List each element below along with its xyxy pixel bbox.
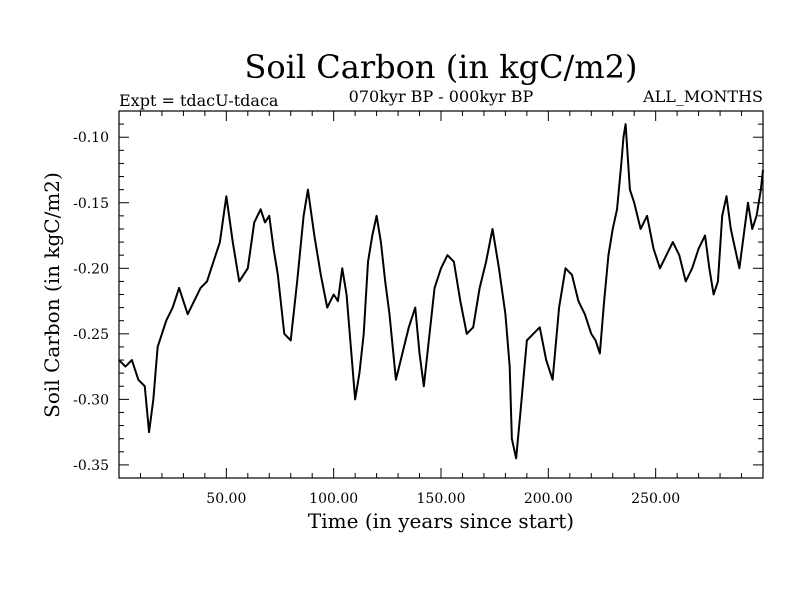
y-tick-label: -0.35 [73, 458, 109, 474]
x-tick-label: 250.00 [631, 491, 680, 507]
x-tick-label: 100.00 [309, 491, 358, 507]
x-axis-ticks: 50.00 100.00 150.00 200.00 250.00 [139, 111, 743, 507]
y-tick-label: -0.10 [73, 130, 109, 146]
y-tick-label: -0.25 [73, 327, 109, 343]
series-line-0 [118, 123, 764, 460]
x-axis-label: Time (in years since start) [308, 509, 574, 533]
x-tick-label: 200.00 [524, 491, 573, 507]
x-tick-label: 150.00 [417, 491, 466, 507]
time-range-label: 070kyr BP - 000kyr BP [349, 87, 534, 106]
y-axis-label: Soil Carbon (in kgC/m2) [40, 172, 64, 418]
x-tick-label: 50.00 [206, 491, 246, 507]
months-label: ALL_MONTHS [642, 87, 763, 106]
experiment-label: Expt = tdacU-tdaca [119, 91, 279, 110]
y-axis-ticks: -0.10 -0.15 -0.20 -0.25 -0.30 -0.35 [73, 123, 763, 474]
plot-area [118, 123, 764, 460]
y-tick-label: -0.15 [73, 196, 109, 212]
y-tick-label: -0.30 [73, 392, 109, 408]
y-tick-label: -0.20 [73, 261, 109, 277]
chart-title: Soil Carbon (in kgC/m2) [244, 48, 637, 86]
